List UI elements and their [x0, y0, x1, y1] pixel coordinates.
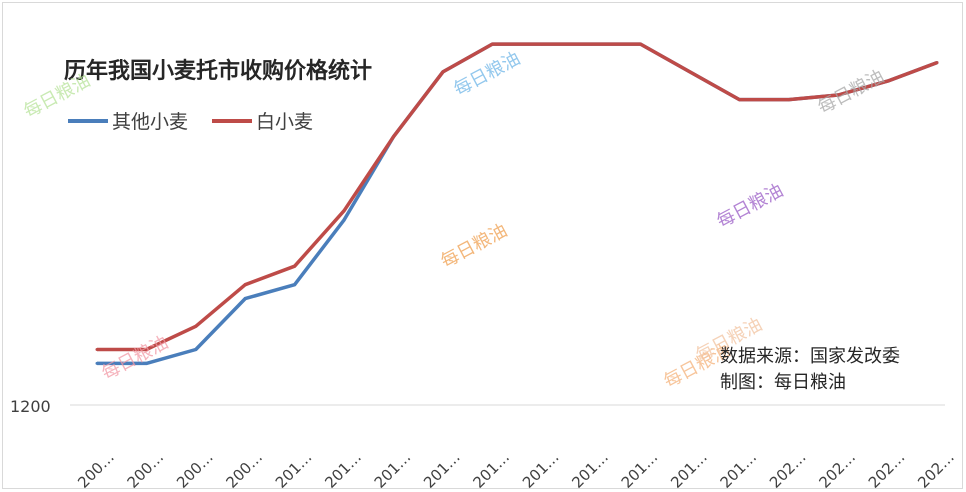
data-point — [95, 361, 99, 365]
x-tick-label: 201… — [618, 448, 662, 492]
series-white-wheat — [95, 42, 939, 352]
data-point — [836, 93, 840, 97]
data-point — [589, 42, 593, 46]
data-point — [293, 264, 297, 268]
source-note: 数据来源：国家发改委 制图：每日粮油 — [720, 346, 900, 393]
x-tick-label: 200… — [74, 448, 118, 492]
x-tick-label: 201… — [420, 448, 464, 492]
data-point — [688, 70, 692, 74]
y-tick-label: 1200 — [10, 397, 51, 416]
legend-label-white-wheat: 白小麦 — [256, 111, 313, 133]
data-point — [787, 98, 791, 102]
x-tick-label: 200… — [173, 448, 217, 492]
data-point — [392, 135, 395, 139]
data-point — [144, 361, 148, 365]
series-line — [97, 42, 938, 352]
x-tick-label: 202… — [815, 448, 859, 492]
data-point — [342, 209, 346, 213]
data-point — [935, 61, 939, 65]
data-point — [243, 297, 247, 301]
series-layer — [95, 42, 939, 366]
data-point — [639, 42, 642, 46]
data-point — [490, 42, 494, 46]
data-point — [144, 348, 148, 351]
data-point — [194, 348, 198, 351]
x-tick-label: 201… — [371, 448, 415, 492]
legend: 其他小麦 白小麦 — [68, 111, 313, 133]
x-tick-label: 200… — [124, 448, 168, 492]
x-tick-label: 201… — [519, 448, 563, 492]
x-tick-label: 201… — [717, 448, 761, 492]
x-tick-label: 202… — [865, 448, 909, 492]
x-tick-label: 201… — [470, 448, 514, 492]
source-line: 数据来源：国家发改委 — [720, 346, 900, 367]
data-point — [293, 283, 297, 287]
chart-title: 历年我国小麦托市收购价格统计 — [64, 58, 372, 84]
series-other-wheat — [95, 42, 939, 366]
maker-line: 制图：每日粮油 — [720, 372, 846, 393]
watermark: 每日粮油 — [713, 180, 786, 232]
data-point — [243, 283, 247, 287]
x-tick-label: 201… — [321, 448, 365, 492]
data-point — [194, 324, 198, 328]
watermark: 每日粮油 — [814, 66, 887, 118]
data-point — [737, 98, 741, 102]
data-point — [441, 70, 445, 74]
data-point — [540, 42, 544, 46]
x-tick-label: 202… — [914, 448, 958, 492]
data-point — [342, 218, 346, 222]
watermark: 每日粮油 — [450, 48, 523, 100]
x-tick-label: 202… — [766, 448, 810, 492]
x-tick-label: 201… — [272, 448, 316, 492]
watermark: 每日粮油 — [437, 220, 510, 272]
x-tick-label: 200… — [222, 448, 266, 492]
data-point — [95, 348, 99, 351]
data-point — [886, 79, 890, 83]
watermark: 每日粮油 — [20, 70, 93, 122]
legend-label-other-wheat: 其他小麦 — [112, 111, 188, 133]
x-axis-ticks: 200… 200… 200… 200… 201… 201… 201… 201… 201… 201…… — [74, 448, 958, 492]
x-tick-label: 201… — [568, 448, 612, 492]
x-tick-label: 201… — [667, 448, 711, 492]
series-line — [97, 42, 938, 366]
